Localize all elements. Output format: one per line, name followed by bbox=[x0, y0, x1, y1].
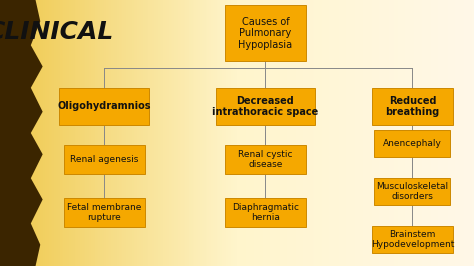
FancyBboxPatch shape bbox=[225, 198, 306, 227]
Text: Brainstem
Hypodevelopment: Brainstem Hypodevelopment bbox=[371, 230, 454, 249]
FancyBboxPatch shape bbox=[216, 88, 315, 125]
Text: Causes of
Pulmonary
Hypoplasia: Causes of Pulmonary Hypoplasia bbox=[238, 17, 292, 50]
Text: Renal cystic
disease: Renal cystic disease bbox=[238, 150, 292, 169]
FancyBboxPatch shape bbox=[64, 145, 145, 174]
FancyBboxPatch shape bbox=[374, 130, 450, 157]
FancyBboxPatch shape bbox=[59, 88, 149, 125]
FancyBboxPatch shape bbox=[225, 145, 306, 174]
Polygon shape bbox=[0, 0, 43, 266]
Text: CLINICAL: CLINICAL bbox=[0, 20, 113, 44]
FancyBboxPatch shape bbox=[372, 226, 453, 253]
FancyBboxPatch shape bbox=[374, 178, 450, 205]
Text: Reduced
breathing: Reduced breathing bbox=[385, 95, 439, 117]
Text: Decreased
intrathoracic space: Decreased intrathoracic space bbox=[212, 95, 319, 117]
FancyBboxPatch shape bbox=[225, 5, 306, 61]
Text: Diaphragmatic
hernia: Diaphragmatic hernia bbox=[232, 203, 299, 222]
Text: Musculoskeletal
disorders: Musculoskeletal disorders bbox=[376, 182, 448, 201]
FancyBboxPatch shape bbox=[372, 88, 453, 125]
FancyBboxPatch shape bbox=[64, 198, 145, 227]
Text: Renal agenesis: Renal agenesis bbox=[70, 155, 138, 164]
Text: Fetal membrane
rupture: Fetal membrane rupture bbox=[67, 203, 141, 222]
Text: Oligohydramnios: Oligohydramnios bbox=[57, 101, 151, 111]
Text: Anencephaly: Anencephaly bbox=[383, 139, 442, 148]
